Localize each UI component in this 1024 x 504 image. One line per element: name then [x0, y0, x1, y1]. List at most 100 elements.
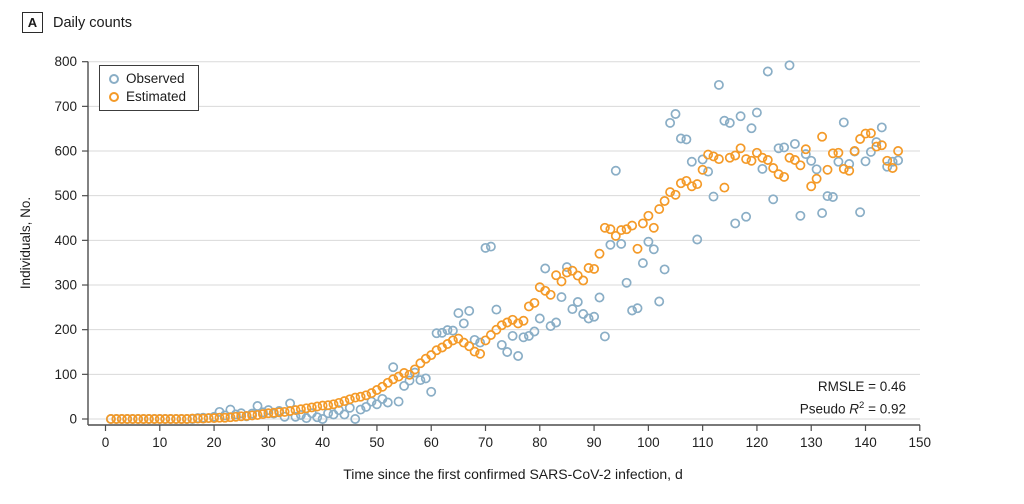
observed-point — [578, 309, 589, 319]
estimated-point — [757, 152, 768, 163]
observed-point — [751, 107, 762, 118]
axes — [82, 61, 921, 431]
estimated-point — [784, 152, 795, 163]
observed-point — [464, 305, 475, 316]
estimated-point — [355, 391, 366, 402]
observed-point — [730, 218, 741, 229]
estimated-point — [610, 230, 621, 241]
estimated-point — [127, 414, 138, 424]
x-tick-label: 0 — [102, 435, 110, 450]
estimated-point — [529, 297, 540, 308]
observed-point — [583, 313, 594, 324]
estimated-point — [795, 160, 806, 171]
observed-point — [409, 367, 420, 378]
estimated-point — [518, 315, 529, 326]
x-tick-label: 30 — [261, 435, 276, 450]
observed-point — [567, 304, 578, 315]
estimated-point — [789, 155, 800, 165]
estimated-point — [865, 128, 876, 139]
observed-point — [643, 236, 654, 247]
estimated-point — [572, 270, 583, 281]
estimated-point — [887, 163, 898, 173]
estimated-point — [686, 181, 697, 192]
estimated-point — [399, 368, 410, 378]
observed-point — [328, 409, 339, 420]
estimated-point — [681, 175, 692, 186]
observed-point — [458, 318, 469, 329]
observed-point — [746, 123, 757, 134]
observed-point — [806, 155, 817, 166]
estimated-point — [285, 406, 296, 416]
x-tick-label: 50 — [369, 435, 384, 450]
observed-point — [502, 347, 513, 357]
estimated-point — [643, 210, 654, 221]
estimated-point — [464, 341, 475, 352]
observed-point — [301, 413, 312, 424]
estimated-point — [165, 414, 176, 424]
estimated-point — [323, 400, 334, 411]
observed-point — [876, 122, 887, 133]
y-axis-title: Individuals, No. — [18, 197, 33, 289]
estimated-point — [817, 131, 828, 142]
estimated-point — [762, 155, 773, 165]
estimated-point — [893, 146, 904, 156]
observed-point — [529, 326, 540, 337]
observed-point — [811, 164, 822, 175]
estimated-point — [692, 179, 703, 190]
estimated-point — [616, 225, 627, 236]
x-tick-label: 10 — [152, 435, 167, 450]
fit-statistics: RMSLE = 0.46 Pseudo R2 = 0.92 — [800, 377, 906, 419]
x-tick-label: 110 — [692, 435, 714, 450]
estimated-point — [192, 413, 203, 424]
observed-point — [621, 277, 632, 288]
tick-labels: 0 100 200 300 400 500 600 700 800 0 10 20 30 40 50 60 70… — [54, 54, 931, 450]
estimated-point — [876, 140, 887, 151]
x-tick-label: 20 — [207, 435, 222, 450]
estimated-point — [241, 410, 252, 421]
estimated-point — [556, 276, 567, 287]
observed-point — [312, 412, 323, 423]
estimated-point — [779, 171, 790, 182]
observed-point — [371, 399, 382, 410]
estimated-point — [415, 358, 426, 369]
y-tick-label: 100 — [54, 367, 77, 382]
observed-point — [480, 242, 491, 253]
observed-point — [724, 117, 735, 128]
x-axis-title: Time since the first confirmed SARS-CoV-… — [343, 466, 683, 482]
estimated-point — [697, 164, 708, 175]
estimated-point — [583, 263, 594, 273]
observed-point — [523, 330, 534, 341]
estimated-point — [328, 399, 339, 410]
estimated-point — [811, 173, 822, 184]
estimated-point — [431, 345, 442, 356]
y-tick-label: 300 — [54, 278, 77, 293]
x-tick-label: 130 — [800, 435, 823, 450]
observed-point — [317, 414, 328, 424]
observed-point — [485, 241, 496, 252]
observed-point — [757, 163, 768, 174]
estimated-point — [838, 163, 849, 174]
observed-point — [686, 156, 697, 167]
x-tick-label: 150 — [909, 435, 932, 450]
estimated-point — [670, 189, 681, 200]
estimated-point — [724, 152, 735, 163]
observed-point — [773, 143, 784, 154]
observed-point — [741, 211, 752, 222]
estimated-point — [447, 335, 458, 346]
x-tick-label: 140 — [854, 435, 877, 450]
observed-point — [865, 146, 876, 157]
estimated-point — [719, 182, 730, 193]
estimated-point — [105, 414, 116, 424]
rmsle-text: RMSLE = 0.46 — [817, 379, 906, 394]
observed-point — [513, 351, 524, 361]
observed-point — [860, 156, 871, 167]
estimated-point — [860, 128, 871, 139]
estimated-point — [344, 394, 355, 405]
observed-point — [703, 166, 714, 177]
observed-point — [719, 115, 730, 126]
estimated-point — [350, 392, 361, 403]
estimated-point — [594, 248, 605, 259]
observed-point — [855, 207, 866, 218]
observed-point — [350, 414, 361, 424]
estimated-point — [187, 413, 198, 424]
